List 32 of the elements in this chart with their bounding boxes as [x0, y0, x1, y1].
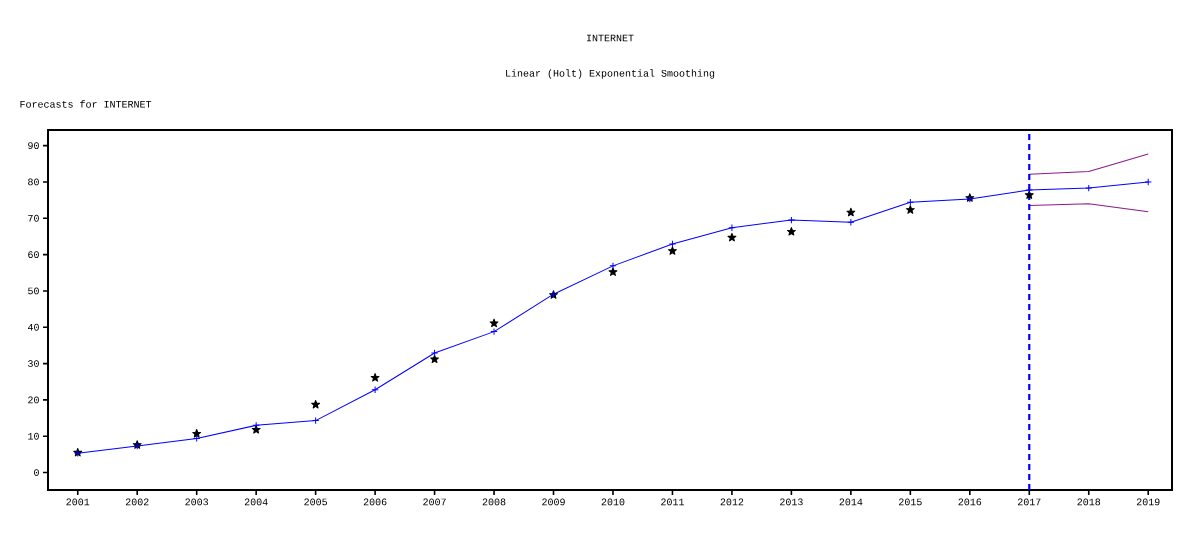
x-tick-label: 2007: [423, 498, 446, 506]
x-tick-label: 2003: [185, 498, 209, 506]
y-tick-label: 70: [28, 214, 39, 222]
x-tick-label: 2015: [899, 498, 922, 506]
chart-title: INTERNET: [586, 34, 634, 42]
x-tick-label: 2019: [1136, 498, 1160, 506]
y-tick-label: 90: [28, 142, 39, 150]
x-tick-label: 2017: [1017, 498, 1041, 506]
y-tick-label: 80: [28, 178, 39, 186]
x-tick-label: 2002: [125, 498, 149, 506]
y-tick-label: 30: [28, 360, 39, 367]
x-tick-label: 2001: [66, 498, 90, 506]
x-tick-label: 2005: [304, 498, 327, 506]
y-tick-label: 20: [28, 396, 39, 404]
x-tick-label: 2016: [958, 498, 982, 506]
x-tick-label: 2004: [244, 498, 268, 506]
chart-subtitle: Linear (Holt) Exponential Smoothing: [506, 69, 715, 79]
x-tick-label: 2011: [661, 498, 684, 506]
y-tick-label: 10: [28, 432, 39, 440]
y-tick-label: 50: [28, 287, 39, 295]
y-tick-label: 60: [28, 251, 39, 258]
x-tick-label: 2009: [542, 498, 565, 506]
x-tick-label: 2018: [1077, 498, 1101, 506]
x-tick-label: 2012: [720, 498, 744, 506]
x-tick-label: 2013: [780, 498, 803, 506]
x-tick-label: 2006: [363, 498, 387, 506]
y-tick-label: 40: [27, 323, 39, 331]
x-tick-label: 2008: [482, 498, 506, 506]
x-tick-label: 2010: [601, 498, 625, 506]
x-tick-label: 2014: [839, 498, 863, 506]
y-tick-label: 0: [34, 469, 39, 476]
text: Forecasts for INTERNET: [20, 100, 152, 108]
